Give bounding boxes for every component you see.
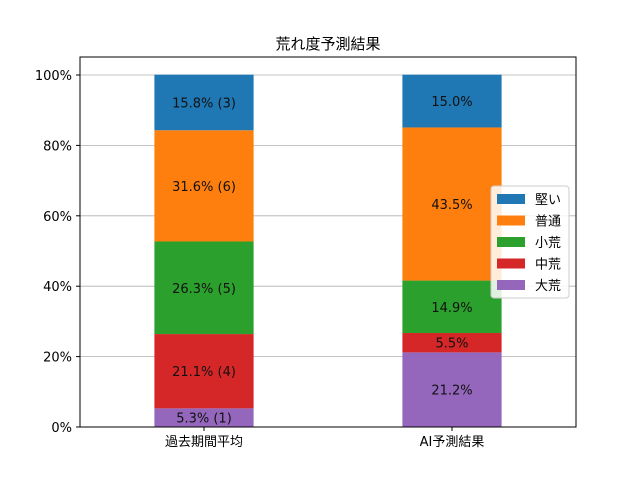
bar-segment [402,333,502,353]
bar-segment [402,352,502,427]
bar-segment [154,241,254,335]
bar-data-label: 31.6% (6) [172,180,236,195]
bar-data-label: 14.9% [431,301,472,316]
legend-swatch [497,215,525,226]
bar-segment [402,74,502,128]
x-tick-label: 過去期間平均 [165,435,243,450]
y-tick-label: 40% [43,280,72,295]
bar-segment [402,280,502,334]
bar-data-label: 21.2% [431,384,472,399]
y-axis: 0% 20% 40% 60% 80% 100% [35,69,80,436]
legend-swatch [497,194,525,204]
bar-data-label: 26.3% (5) [172,282,236,297]
legend-label: 堅い [535,193,561,208]
legend-swatch [497,237,525,247]
x-tick-label: AI予測結果 [420,435,485,450]
y-tick-label: 20% [43,351,72,366]
y-tick-label: 80% [43,139,72,154]
bar-segment [154,130,254,242]
bar-data-label: 5.3% (1) [176,412,232,427]
y-tick-label: 0% [51,421,72,436]
y-tick-label: 60% [43,210,72,225]
legend-label: 中荒 [535,258,561,273]
plot-frame [79,56,577,428]
legend-swatch [497,258,525,269]
bar-segment [402,127,502,281]
legend-box [490,185,570,299]
legend-swatch [497,280,525,290]
legend-label: 大荒 [535,279,561,294]
legend-label: 小荒 [535,236,561,251]
bar-segment [154,408,254,427]
bar-data-label: 15.8% (3) [172,96,236,111]
y-tick-label: 100% [35,69,72,84]
x-axis: 過去期間平均 AI予測結果 [165,427,484,450]
bars: 5.3% (1) 21.1% (4) 26.3% (5) 31.6% (6) 15.8%… [154,74,502,427]
bar-data-label: 43.5% [431,198,472,213]
bar-data-label: 21.1% (4) [172,365,236,380]
bar-segment [154,334,254,409]
chart-title: 荒れ度予測結果 [275,35,380,53]
legend-label: 普通 [535,215,561,230]
bar-segment [154,74,254,131]
bar-data-label: 15.0% [431,95,472,110]
bar-data-label: 5.5% [435,337,468,352]
